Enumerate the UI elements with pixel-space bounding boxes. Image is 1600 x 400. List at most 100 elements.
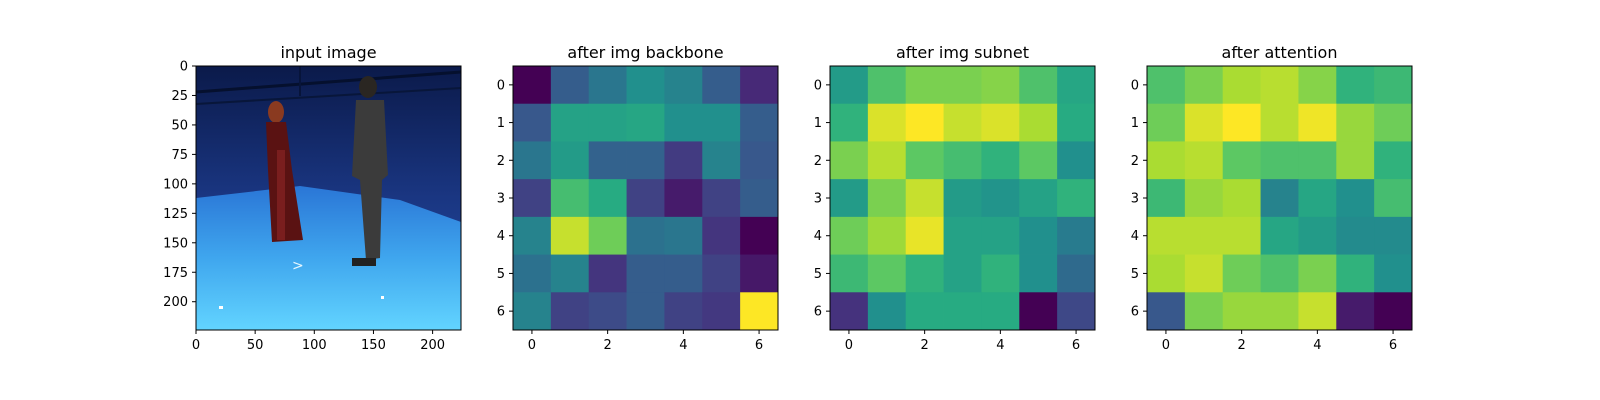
heatmap-cell xyxy=(1336,141,1375,180)
heatmap-cell xyxy=(702,66,741,105)
heatmap-cell xyxy=(867,66,907,105)
heatmap-cell xyxy=(981,254,1020,293)
heatmap-cell xyxy=(1298,292,1337,331)
y-tick-label: 125 xyxy=(163,207,188,222)
y-tick-label: 50 xyxy=(171,118,188,133)
heatmap-cell xyxy=(1260,103,1299,142)
y-tick-label: 6 xyxy=(1131,305,1139,320)
heatmap-cell xyxy=(1374,254,1413,293)
heatmap-cell xyxy=(1336,66,1375,105)
y-tick-label: 3 xyxy=(1131,192,1139,207)
heatmap-cell xyxy=(1184,292,1224,331)
x-tick-label: 4 xyxy=(679,338,687,353)
heatmap-cell xyxy=(1019,66,1058,105)
heatmap-cell xyxy=(1260,254,1299,293)
heatmap-cell xyxy=(1298,103,1337,142)
heatmap-cell xyxy=(1019,216,1058,255)
heatmap-backbone-cells xyxy=(513,66,779,331)
heatmap-cell xyxy=(1147,103,1186,142)
heatmap-cell xyxy=(1019,179,1058,218)
heatmap-cell xyxy=(1222,141,1261,180)
heatmap-cell xyxy=(1260,292,1299,331)
x-tick-label: 2 xyxy=(921,338,929,353)
heatmap-cell xyxy=(1298,66,1337,105)
heatmap-cell xyxy=(664,103,703,142)
y-tick-label: 4 xyxy=(497,229,505,244)
heatmap-cell xyxy=(905,103,944,142)
heatmap-cell xyxy=(1222,66,1261,105)
heatmap-cell xyxy=(830,254,869,293)
heatmap-cell xyxy=(830,179,869,218)
y-tick-label: 6 xyxy=(814,305,822,320)
heatmap-cell xyxy=(905,292,944,331)
x-tick-label: 200 xyxy=(420,338,445,353)
y-tick-label: 200 xyxy=(163,295,188,310)
heatmap-cell xyxy=(1374,292,1413,331)
heatmap-cell xyxy=(1147,254,1186,293)
heatmap-cell xyxy=(943,103,982,142)
heatmap-cell xyxy=(740,66,779,105)
heatmap-cell xyxy=(1184,216,1224,255)
heatmap-cell xyxy=(1019,141,1058,180)
heatmap-cell xyxy=(1336,216,1375,255)
heatmap-cell xyxy=(1374,103,1413,142)
heatmap-cell xyxy=(664,216,703,255)
y-tick-label: 5 xyxy=(814,267,822,282)
heatmap-cell xyxy=(1336,254,1375,293)
heatmap-cell xyxy=(1222,216,1261,255)
heatmap-cell xyxy=(740,141,779,180)
heatmap-cell xyxy=(830,292,869,331)
title-backbone: after img backbone xyxy=(567,43,723,62)
heatmap-cell xyxy=(513,254,552,293)
heatmap-cell xyxy=(905,179,944,218)
heatmap-cell xyxy=(513,141,552,180)
y-tick-label: 25 xyxy=(171,89,188,104)
heatmap-cell xyxy=(1374,179,1413,218)
heatmap-cell xyxy=(513,216,552,255)
heatmap-cell xyxy=(943,254,982,293)
heatmap-cell xyxy=(943,179,982,218)
heatmap-cell xyxy=(550,141,590,180)
heatmap-cell xyxy=(1222,179,1261,218)
heatmap-cell xyxy=(981,216,1020,255)
y-tick-label: 0 xyxy=(497,78,505,93)
heatmap-cell xyxy=(1336,292,1375,331)
heatmap-cell xyxy=(513,179,552,218)
heatmap-cell xyxy=(981,141,1020,180)
heatmap-cell xyxy=(1298,179,1337,218)
svg-text:>: > xyxy=(292,258,304,274)
heatmap-cell xyxy=(867,103,907,142)
x-tick-label: 0 xyxy=(845,338,853,353)
y-tick-label: 1 xyxy=(814,116,822,131)
heatmap-cell xyxy=(867,216,907,255)
heatmap-cell xyxy=(1057,292,1096,331)
heatmap-cell xyxy=(981,292,1020,331)
heatmap-cell xyxy=(550,179,590,218)
heatmap-cell xyxy=(1374,216,1413,255)
y-tick-label: 2 xyxy=(497,154,505,169)
y-tick-label: 100 xyxy=(163,177,188,192)
heatmap-cell xyxy=(1057,179,1096,218)
heatmap-cell xyxy=(1260,179,1299,218)
heatmap-cell xyxy=(1147,66,1186,105)
heatmap-cell xyxy=(702,141,741,180)
heatmap-cell xyxy=(740,292,779,331)
heatmap-cell xyxy=(943,141,982,180)
heatmap-cell xyxy=(1222,292,1261,331)
heatmap-cell xyxy=(981,179,1020,218)
heatmap-cell xyxy=(664,141,703,180)
x-tick-label: 6 xyxy=(755,338,763,353)
heatmap-cell xyxy=(830,216,869,255)
x-tick-label: 2 xyxy=(1238,338,1246,353)
heatmap-cell xyxy=(588,141,627,180)
heatmap-cell xyxy=(588,66,627,105)
person-right xyxy=(352,76,388,266)
heatmap-cell xyxy=(867,141,907,180)
heatmap-cell xyxy=(1057,254,1096,293)
heatmap-cell xyxy=(626,216,665,255)
heatmap-cell xyxy=(626,179,665,218)
heatmap-cell xyxy=(867,179,907,218)
x-tick-label: 0 xyxy=(192,338,200,353)
heatmap-attention-cells xyxy=(1147,66,1413,331)
